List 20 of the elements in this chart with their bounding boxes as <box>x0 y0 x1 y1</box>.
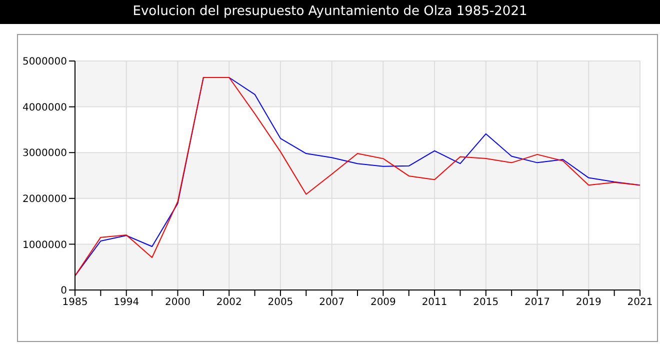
line-series <box>74 76 640 276</box>
x-tick-label: 2009 <box>370 297 396 308</box>
x-tick-label: 2007 <box>319 297 345 308</box>
y-tick-label: 3000000 <box>22 148 67 160</box>
x-tick-label: 2019 <box>576 297 602 308</box>
x-tick-label: 1985 <box>62 297 88 308</box>
y-tick-label: 1000000 <box>22 240 67 251</box>
x-tick-label: 2011 <box>422 297 448 308</box>
x-tick-label: 2017 <box>524 297 550 308</box>
y-tick-label: 0 <box>60 286 67 297</box>
x-tick-label: 2002 <box>216 297 242 308</box>
x-tick-label: 2021 <box>627 297 653 308</box>
x-tick-label: 2005 <box>268 297 294 308</box>
y-tick-label: 5000000 <box>22 56 67 68</box>
chart-title: Evolucion del presupuesto Ayuntamiento de Olza 1985-2021 <box>0 0 660 24</box>
x-tick-label: 2015 <box>473 297 499 308</box>
x-tick-label: 2000 <box>165 297 190 308</box>
y-tick-label: 4000000 <box>22 102 67 114</box>
y-tick-label: 2000000 <box>22 194 67 205</box>
x-tick-label: 1994 <box>114 297 140 308</box>
